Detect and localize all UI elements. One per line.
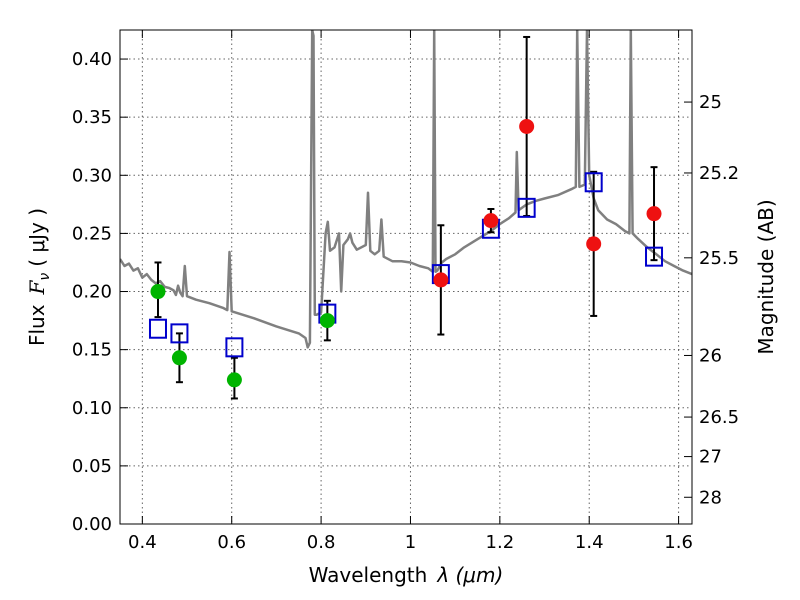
y-tick-label: 0.15 xyxy=(72,340,112,361)
green-point xyxy=(171,350,187,366)
red-point xyxy=(483,213,499,229)
y2-tick-label: 27 xyxy=(699,447,722,468)
y-tick-label: 0.05 xyxy=(72,456,112,477)
model-square xyxy=(148,318,167,339)
y2-tick-label: 28 xyxy=(699,487,722,508)
y-tick-label: 0.30 xyxy=(72,165,112,186)
y2-tick-label: 25 xyxy=(699,92,722,113)
plot-frame xyxy=(119,29,693,525)
model-square xyxy=(517,197,536,218)
green-point xyxy=(226,372,242,388)
x-tick-label: 1.4 xyxy=(575,532,604,553)
x-axis-label: Wavelength λ (μm) xyxy=(309,563,504,587)
red-point xyxy=(433,272,449,288)
y2-tick-label: 25.5 xyxy=(699,248,739,269)
red-point xyxy=(519,118,535,134)
x-tick-label: 1.2 xyxy=(486,532,515,553)
plot-background xyxy=(120,30,692,524)
y-tick-label: 0.40 xyxy=(72,49,112,70)
model-square xyxy=(225,337,244,358)
y-tick-label: 0.10 xyxy=(72,398,112,419)
y2-tick-label: 25.2 xyxy=(699,163,739,184)
y2-tick-label: 26 xyxy=(699,345,722,366)
y2-axis-label: Magnitude (AB) xyxy=(754,199,778,354)
green-point xyxy=(150,284,166,300)
tick-labels: 0.4 0.6 0.8 1 1.2 1.4 1.6 0.00 0.05 0.10 0.15 0.20 0… xyxy=(72,49,739,553)
red-point xyxy=(646,206,662,222)
y-tick-label: 0.35 xyxy=(72,107,112,128)
y-tick-label: 0.20 xyxy=(72,282,112,303)
x-tick-label: 1 xyxy=(405,532,416,553)
x-tick-label: 0.8 xyxy=(307,532,336,553)
y-tick-label: 0.00 xyxy=(72,514,112,535)
red-point xyxy=(586,236,602,252)
model-square xyxy=(584,172,603,193)
ticks xyxy=(120,30,692,525)
model-square xyxy=(645,246,664,267)
y2-tick-label: 26.5 xyxy=(699,407,739,428)
green-point xyxy=(319,313,335,329)
data-markers xyxy=(148,118,664,388)
model-square xyxy=(170,323,189,344)
y-axis-label: FluxFν( μJy ) xyxy=(25,208,53,346)
y-tick-label: 0.25 xyxy=(72,223,112,244)
spectrum-line xyxy=(120,30,692,349)
x-tick-label: 1.6 xyxy=(664,532,693,553)
x-tick-label: 0.4 xyxy=(128,532,157,553)
x-tick-label: 0.6 xyxy=(217,532,246,553)
